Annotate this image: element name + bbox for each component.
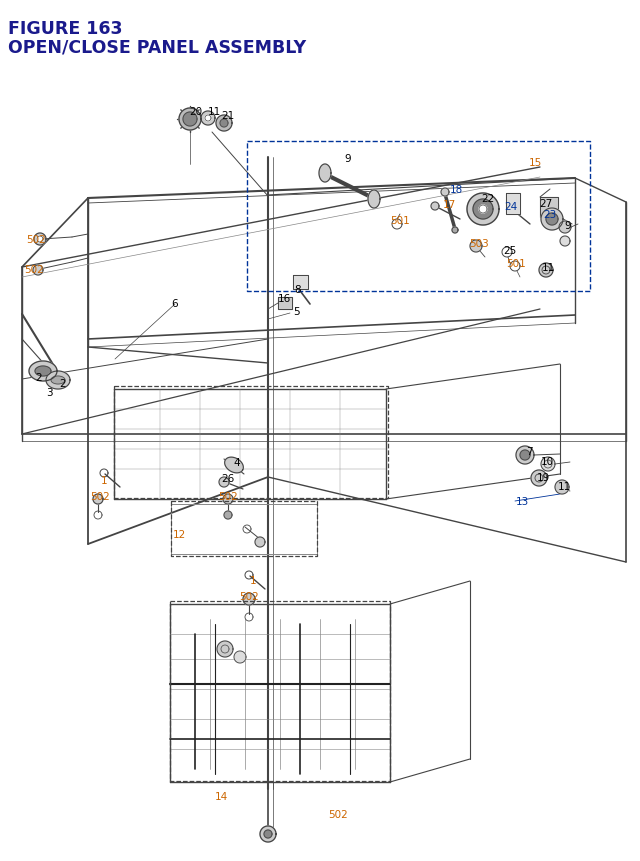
Polygon shape [559, 222, 571, 233]
Polygon shape [264, 830, 272, 838]
Polygon shape [555, 480, 569, 494]
Polygon shape [531, 470, 547, 486]
Polygon shape [205, 116, 211, 122]
Text: 16: 16 [277, 294, 291, 304]
Polygon shape [255, 537, 265, 548]
Text: 501: 501 [506, 258, 526, 269]
Polygon shape [431, 202, 439, 211]
Polygon shape [201, 112, 215, 126]
Polygon shape [539, 263, 553, 278]
Polygon shape [93, 494, 103, 505]
Text: 6: 6 [172, 299, 179, 308]
Text: 10: 10 [540, 456, 554, 467]
Polygon shape [479, 206, 487, 214]
Polygon shape [470, 241, 482, 253]
Polygon shape [540, 198, 558, 218]
Polygon shape [473, 200, 493, 220]
Polygon shape [520, 450, 530, 461]
Text: 502: 502 [90, 492, 110, 501]
Polygon shape [368, 191, 380, 208]
Polygon shape [441, 189, 449, 197]
Polygon shape [220, 120, 228, 127]
Text: 18: 18 [449, 185, 463, 195]
Text: 15: 15 [529, 158, 541, 168]
Text: 14: 14 [214, 791, 228, 801]
Text: 20: 20 [189, 107, 203, 117]
Text: 24: 24 [504, 201, 518, 212]
Text: 21: 21 [221, 111, 235, 121]
Polygon shape [560, 237, 570, 247]
Polygon shape [33, 266, 43, 276]
Polygon shape [225, 457, 243, 474]
Polygon shape [278, 298, 292, 310]
Polygon shape [506, 194, 520, 214]
Text: 12: 12 [172, 530, 186, 539]
Polygon shape [541, 208, 563, 231]
Text: 25: 25 [504, 245, 516, 256]
Polygon shape [243, 593, 255, 605]
Text: 1: 1 [100, 475, 108, 486]
Polygon shape [541, 457, 555, 472]
Text: 5: 5 [292, 307, 300, 317]
Polygon shape [452, 228, 458, 233]
Text: 8: 8 [294, 285, 301, 294]
Text: 7: 7 [525, 447, 532, 456]
Text: 26: 26 [221, 474, 235, 483]
Polygon shape [467, 194, 499, 226]
Text: 1: 1 [250, 575, 256, 585]
Polygon shape [35, 367, 51, 376]
Polygon shape [46, 372, 70, 389]
Polygon shape [216, 116, 232, 132]
Text: 4: 4 [234, 457, 240, 468]
Text: 502: 502 [328, 809, 348, 819]
Polygon shape [516, 447, 534, 464]
Polygon shape [224, 511, 232, 519]
Polygon shape [51, 376, 65, 385]
Text: 502: 502 [218, 492, 238, 501]
Polygon shape [179, 108, 201, 131]
Text: 27: 27 [540, 199, 552, 208]
Text: 17: 17 [442, 200, 456, 210]
Text: 13: 13 [515, 497, 529, 506]
Text: 502: 502 [239, 592, 259, 601]
Text: OPEN/CLOSE PANEL ASSEMBLY: OPEN/CLOSE PANEL ASSEMBLY [8, 38, 306, 56]
Polygon shape [29, 362, 57, 381]
Polygon shape [219, 478, 229, 487]
Text: 9: 9 [564, 220, 572, 231]
Polygon shape [546, 214, 558, 226]
Polygon shape [234, 651, 246, 663]
Polygon shape [293, 276, 308, 289]
Text: 11: 11 [541, 263, 555, 273]
Polygon shape [223, 494, 233, 505]
Text: FIGURE 163: FIGURE 163 [8, 20, 122, 38]
Text: 2: 2 [36, 373, 42, 382]
Text: 23: 23 [543, 210, 557, 220]
Polygon shape [183, 113, 197, 127]
Text: 2: 2 [60, 379, 67, 388]
Text: 19: 19 [536, 473, 550, 482]
Text: 9: 9 [345, 154, 351, 164]
Text: 501: 501 [390, 216, 410, 226]
Polygon shape [34, 233, 46, 245]
Text: 11: 11 [557, 481, 571, 492]
Text: 503: 503 [469, 238, 489, 249]
Text: 22: 22 [481, 194, 495, 204]
Text: 11: 11 [207, 107, 221, 117]
Text: 502: 502 [26, 235, 46, 245]
Text: 502: 502 [24, 264, 44, 275]
Polygon shape [37, 237, 43, 243]
Polygon shape [217, 641, 233, 657]
Polygon shape [319, 164, 331, 183]
Text: 3: 3 [45, 387, 52, 398]
Polygon shape [260, 826, 276, 842]
